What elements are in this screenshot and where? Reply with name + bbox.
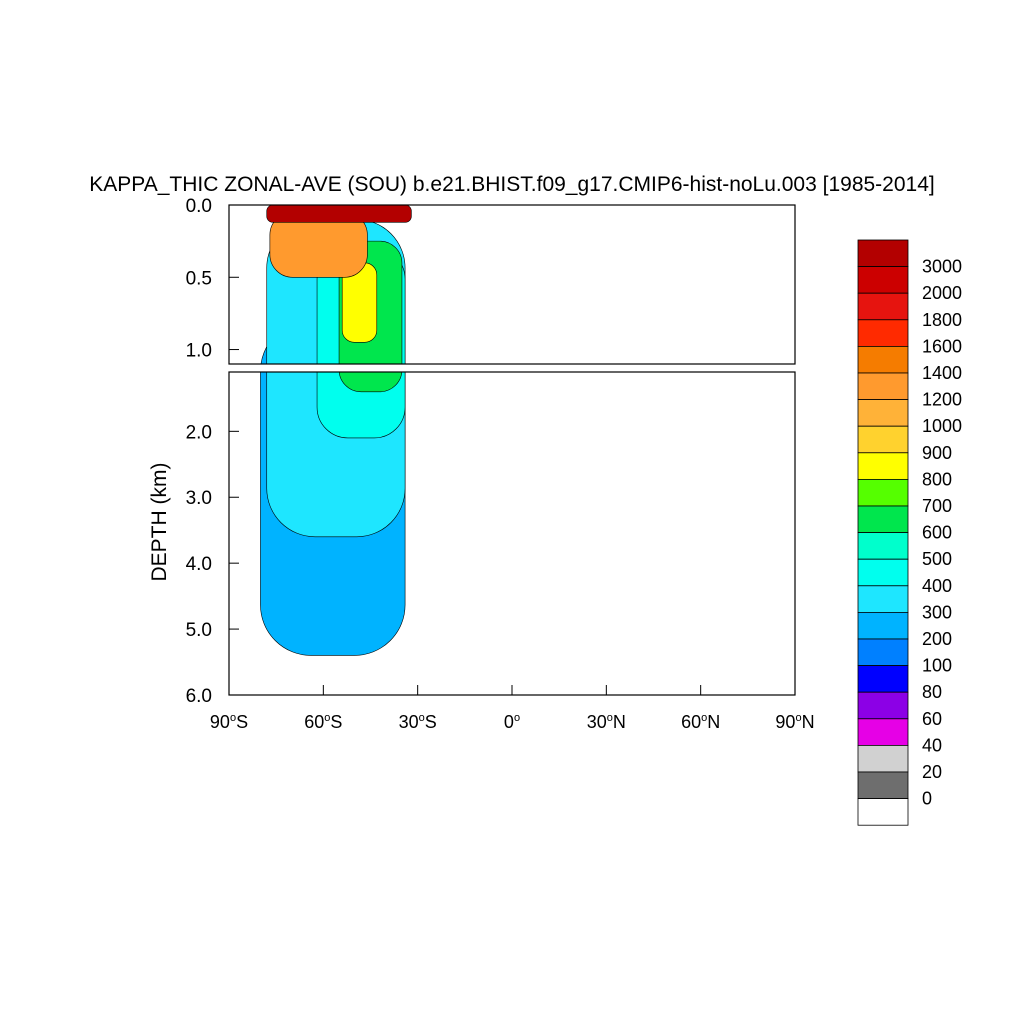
colorbar-box — [857, 505, 909, 534]
x-tick-label: 30oN — [587, 712, 626, 732]
colorbar-label: 900 — [922, 443, 952, 463]
y-tick-label: 0.0 — [186, 196, 212, 217]
colorbar-label: 1200 — [922, 390, 962, 410]
colorbar-label: 400 — [922, 576, 952, 596]
colorbar-box — [857, 798, 909, 826]
colorbar-label: 300 — [922, 602, 952, 622]
contour-region — [266, 205, 412, 223]
colorbar-box — [857, 585, 909, 613]
colorbar-box — [857, 718, 909, 746]
x-tick-label: 60oS — [304, 712, 342, 732]
colorbar-box — [857, 745, 909, 773]
colorbar-box — [857, 612, 909, 640]
colorbar-box — [857, 292, 909, 321]
colorbar-box — [857, 345, 909, 374]
contour-region — [338, 372, 403, 393]
colorbar: 3000200018001600140012001000900800700600… — [857, 239, 962, 826]
y-tick-label: 6.0 — [186, 686, 212, 707]
colorbar-box — [857, 266, 909, 294]
field-panel — [260, 205, 412, 364]
colorbar-label: 1800 — [922, 310, 962, 330]
colorbar-label: 2000 — [922, 283, 962, 303]
x-tick-label: 30oS — [399, 712, 437, 732]
y-tick-label: 5.0 — [186, 620, 212, 641]
axis-ticks: 90oS 60oS 30oS 0o 30oN 60oN 90oN 0.0 0.5 1.0 2.0 3.… — [186, 196, 815, 732]
panel-frame — [228, 204, 796, 365]
y-tick-label: 2.0 — [186, 422, 212, 443]
colorbar-box — [857, 478, 909, 507]
colorbar-label: 1000 — [922, 416, 962, 436]
colorbar-label: 3000 — [922, 257, 962, 277]
field-panel — [260, 372, 406, 656]
colorbar-label: 1600 — [922, 336, 962, 356]
colorbar-box — [857, 638, 909, 667]
y-tick-label: 0.5 — [186, 268, 212, 289]
colorbar-label: 1400 — [922, 363, 962, 383]
colorbar-box — [857, 452, 909, 480]
colorbar-box — [857, 558, 909, 587]
colorbar-box — [857, 691, 909, 720]
colorbar-label: 20 — [922, 762, 942, 782]
colorbar-label: 0 — [922, 789, 932, 809]
colorbar-label: 40 — [922, 735, 942, 755]
y-tick-label: 4.0 — [186, 554, 212, 575]
colorbar-box — [857, 319, 909, 347]
colorbar-label: 800 — [922, 469, 952, 489]
colorbar-label: 600 — [922, 523, 952, 543]
colorbar-label: 60 — [922, 709, 942, 729]
x-tick-label: 90oS — [210, 712, 248, 732]
colorbar-label: 100 — [922, 656, 952, 676]
colorbar-box — [857, 239, 909, 268]
colorbar-box — [857, 532, 909, 560]
y-axis-label: DEPTH (km) — [148, 463, 171, 582]
colorbar-box — [857, 771, 909, 800]
colorbar-box — [857, 665, 909, 693]
colorbar-label: 700 — [922, 496, 952, 516]
colorbar-label: 200 — [922, 629, 952, 649]
colorbar-label: 80 — [922, 682, 942, 702]
chart-title: KAPPA_THIC ZONAL-AVE (SOU) b.e21.BHIST.f… — [89, 173, 934, 196]
x-tick-label: 0o — [504, 712, 520, 732]
contour-field — [260, 205, 412, 656]
colorbar-box — [857, 425, 909, 454]
colorbar-box — [857, 399, 909, 427]
colorbar-label: 500 — [922, 549, 952, 569]
x-tick-label: 90oN — [775, 712, 814, 732]
y-tick-label: 1.0 — [186, 341, 212, 362]
x-tick-label: 60oN — [681, 712, 720, 732]
y-tick-label: 3.0 — [186, 488, 212, 509]
colorbar-box — [857, 372, 909, 401]
